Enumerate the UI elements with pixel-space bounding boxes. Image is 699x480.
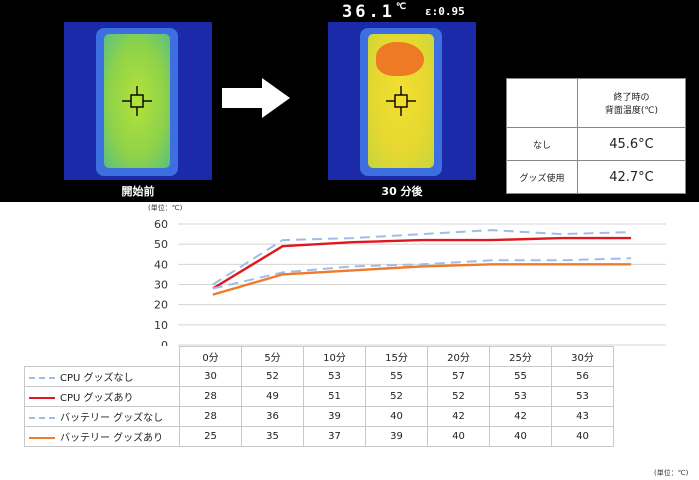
x-tick-label: 25分 <box>489 346 552 367</box>
result-header-line1: 終了時の <box>613 93 650 103</box>
data-cell: 42 <box>489 406 552 427</box>
table-row: バッテリー グッズなし 28 36 39 40 42 42 43 <box>24 406 614 427</box>
data-cell: 30 <box>179 366 242 387</box>
legend-entry: バッテリー グッズあり <box>24 426 180 447</box>
series-line <box>212 229 632 286</box>
result-table-header: 終了時の背面温度(℃) <box>577 78 686 128</box>
legend-swatch <box>29 417 55 419</box>
series-line <box>212 257 632 290</box>
legend-label: CPU グッズなし <box>60 373 134 384</box>
data-cell: 28 <box>179 386 242 407</box>
table-row: CPU グッズなし 30 52 53 55 57 55 56 <box>24 366 614 387</box>
chart-data-table: 0分 5分 10分 15分 20分 25分 30分 CPU グッズなし 30 52 53 55 57 55… <box>24 346 614 447</box>
data-cell: 53 <box>551 386 614 407</box>
x-tick-label: 5分 <box>241 346 304 367</box>
legend-swatch <box>29 377 55 379</box>
data-cell: 28 <box>179 406 242 427</box>
result-row-label: グッズ使用 <box>506 160 578 194</box>
temperature-line-chart: 0 10 20 30 40 50 60 <box>154 218 666 346</box>
data-cell: 40 <box>551 426 614 447</box>
y-tick-label: 30 <box>154 279 168 292</box>
thermal-image-before <box>64 22 212 180</box>
table-row: バッテリー グッズあり 25 35 37 39 40 40 40 <box>24 426 614 447</box>
data-cell: 52 <box>427 386 490 407</box>
data-cell: 37 <box>303 426 366 447</box>
table-header-row: 0分 5分 10分 15分 20分 25分 30分 <box>25 346 614 367</box>
data-cell: 52 <box>241 366 304 387</box>
thermal-comparison-panel: 開始前 30 分後 36.1℃ ε:0.95 終了時の 背面温度(℃) なし 45… <box>0 0 699 202</box>
data-cell: 53 <box>489 386 552 407</box>
table-unit-label: (単位：℃) <box>654 469 689 477</box>
result-row-value: 42.7°C <box>577 160 686 194</box>
data-cell: 36 <box>241 406 304 427</box>
crosshair-icon <box>122 86 152 116</box>
data-cell: 35 <box>241 426 304 447</box>
data-cell: 40 <box>489 426 552 447</box>
series-line <box>212 263 632 296</box>
data-cell: 43 <box>551 406 614 427</box>
x-tick-label: 20分 <box>427 346 490 367</box>
temperature-value: 36.1 <box>342 2 395 22</box>
legend-label: バッテリー グッズなし <box>60 413 164 424</box>
y-tick-label: 50 <box>154 238 168 251</box>
x-tick-label: 30分 <box>551 346 614 367</box>
data-cell: 39 <box>365 426 428 447</box>
thermal-image-after <box>328 22 476 180</box>
y-tick-label: 40 <box>154 258 168 271</box>
data-cell: 39 <box>303 406 366 427</box>
data-cell: 52 <box>365 386 428 407</box>
temperature-unit: ℃ <box>395 2 407 12</box>
legend-swatch <box>29 437 55 439</box>
crosshair-icon <box>386 86 416 116</box>
after-caption: 30 分後 <box>381 185 423 198</box>
y-axis-unit-label: (単位：℃) <box>148 204 183 212</box>
legend-label: CPU グッズあり <box>60 393 134 404</box>
legend-swatch <box>29 397 55 399</box>
legend-entry: CPU グッズあり <box>24 386 180 407</box>
arrow-right-icon <box>222 78 290 118</box>
data-cell: 25 <box>179 426 242 447</box>
legend-entry: CPU グッズなし <box>24 366 180 387</box>
data-cell: 55 <box>489 366 552 387</box>
data-cell: 40 <box>427 426 490 447</box>
legend-entry: バッテリー グッズなし <box>24 406 180 427</box>
data-cell: 49 <box>241 386 304 407</box>
result-header-line2: 背面温度(℃) <box>604 106 659 116</box>
x-tick-label: 0分 <box>179 346 242 367</box>
series-line <box>212 236 632 290</box>
data-cell: 57 <box>427 366 490 387</box>
y-tick-label: 20 <box>154 299 168 312</box>
y-tick-label: 0 <box>161 339 168 346</box>
data-cell: 56 <box>551 366 614 387</box>
temperature-readout: 36.1℃ <box>342 2 406 22</box>
table-corner <box>25 347 180 367</box>
before-caption: 開始前 <box>121 185 155 198</box>
data-cell: 53 <box>303 366 366 387</box>
emissivity-readout: ε:0.95 <box>425 5 465 18</box>
y-tick-label: 10 <box>154 319 168 332</box>
data-cell: 55 <box>365 366 428 387</box>
data-cell: 51 <box>303 386 366 407</box>
result-row-label: なし <box>506 127 578 161</box>
result-table: 終了時の 背面温度(℃) なし 45.6°C グッズ使用 42.7°C <box>506 78 686 194</box>
data-cell: 40 <box>365 406 428 427</box>
y-tick-label: 60 <box>154 218 168 231</box>
x-tick-label: 15分 <box>365 346 428 367</box>
table-row: CPU グッズあり 28 49 51 52 52 53 53 <box>24 386 614 407</box>
x-tick-label: 10分 <box>303 346 366 367</box>
data-cell: 42 <box>427 406 490 427</box>
legend-label: バッテリー グッズあり <box>60 433 164 444</box>
